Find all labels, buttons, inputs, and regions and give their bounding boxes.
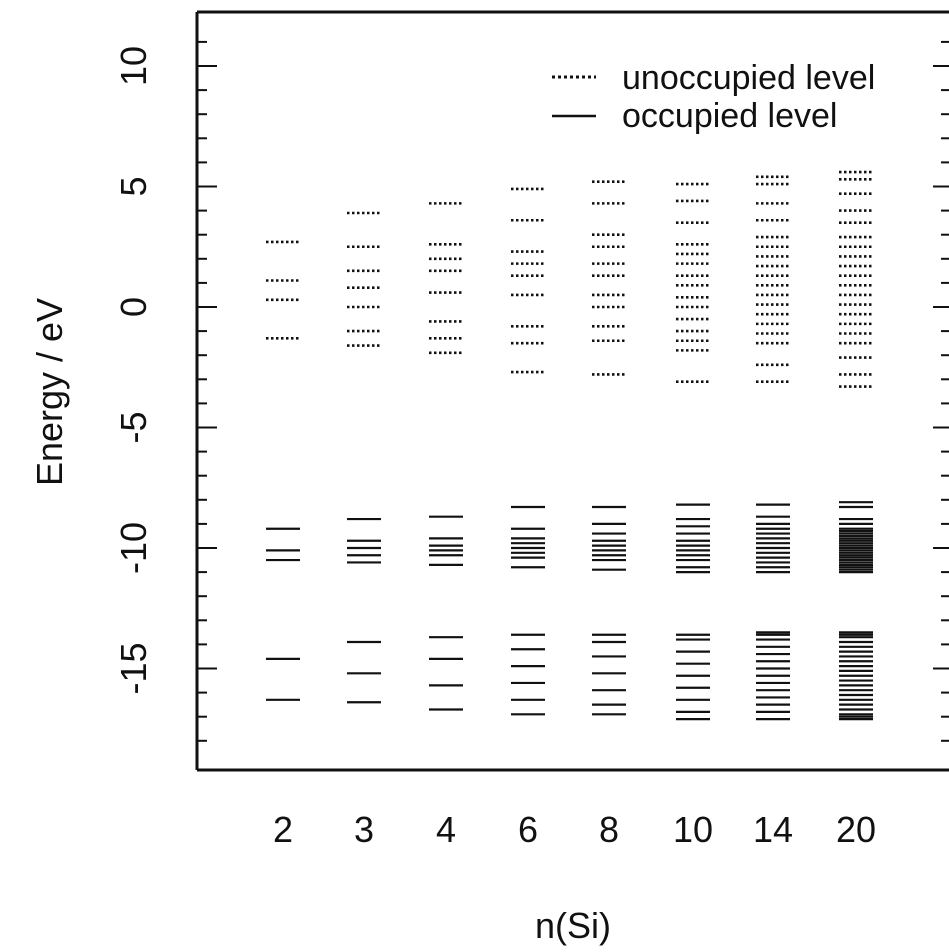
x-tick-label: 4: [436, 809, 456, 850]
y-axis-ticks: 10 5 0 -5 -10 -15: [113, 40, 217, 742]
x-tick-label: 8: [599, 809, 619, 850]
x-tick-label: 2: [273, 809, 293, 850]
y-tick-label: -15: [113, 642, 154, 694]
legend: unoccupied level occupied level: [552, 59, 875, 135]
y-tick-label: 0: [113, 297, 154, 317]
legend-unoccupied-label: unoccupied level: [622, 59, 875, 97]
legend-occupied-label: occupied level: [622, 97, 837, 135]
y-tick-label: 10: [113, 46, 154, 86]
energy-levels: [266, 170, 873, 721]
x-tick-label: 6: [518, 809, 538, 850]
y-tick-label: -5: [113, 411, 154, 443]
right-axis-ticks: [933, 40, 949, 742]
y-axis-title: Energy / eV: [29, 298, 70, 486]
y-tick-label: -10: [113, 522, 154, 574]
x-tick-label: 3: [354, 809, 374, 850]
x-axis-title: n(Si): [535, 905, 611, 946]
x-axis-tick-labels: 2 3 4 6 8 10 14 20: [273, 809, 876, 850]
y-tick-label: 5: [113, 176, 154, 196]
x-tick-label: 20: [836, 809, 876, 850]
x-tick-label: 14: [753, 809, 793, 850]
x-tick-label: 10: [673, 809, 713, 850]
